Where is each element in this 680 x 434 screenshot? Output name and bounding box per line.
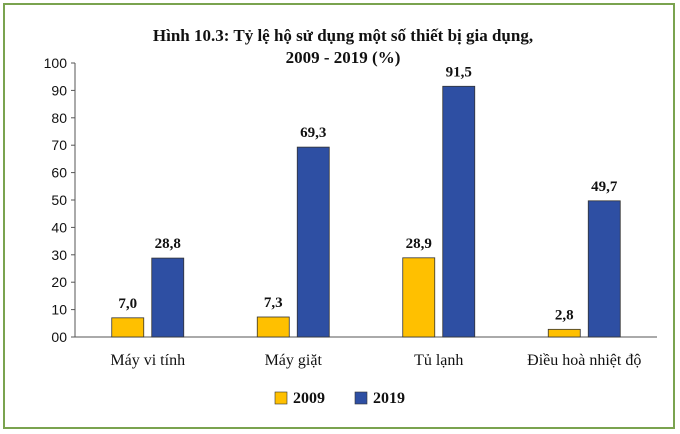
- y-tick-label: 30: [51, 247, 67, 263]
- y-tick-label: 20: [51, 274, 67, 290]
- chart-title-line1: Hình 10.3: Tỷ lệ hộ sử dụng một số thiết…: [153, 26, 533, 45]
- y-tick-label: 40: [51, 219, 67, 235]
- data-label: 28,8: [155, 236, 181, 252]
- y-tick-label: 60: [51, 165, 67, 181]
- bar-2019-3: [587, 200, 621, 338]
- y-tick-label: 100: [44, 55, 68, 71]
- y-tick-label: 90: [51, 82, 67, 98]
- data-label: 69,3: [300, 125, 326, 141]
- bar-2019-2: [442, 85, 476, 338]
- plot-area: 00 10 20 30 40 50 60 70 80 90 100 7,0 28,8 Máy vi tín…: [44, 55, 657, 369]
- legend-label: 2019: [373, 390, 405, 407]
- y-tick-label: 50: [51, 192, 67, 208]
- bar-2009-3: [547, 328, 581, 338]
- data-label: 91,5: [446, 64, 472, 80]
- legend-swatch-2009: [274, 391, 288, 405]
- bar-2009-1: [256, 316, 290, 338]
- chart-frame: Hình 10.3: Tỷ lệ hộ sử dụng một số thiết…: [3, 3, 675, 429]
- category-label: Tủ lạnh: [414, 352, 463, 369]
- y-tick-label: 00: [51, 329, 67, 345]
- data-label: 2,8: [555, 307, 574, 323]
- chart-title-line2: 2009 - 2019 (%): [286, 48, 401, 67]
- bar-2019-1: [296, 146, 330, 338]
- legend-label: 2009: [293, 390, 325, 407]
- bar-2019-0: [151, 257, 185, 338]
- data-label: 7,3: [264, 295, 283, 311]
- bar-chart: Hình 10.3: Tỷ lệ hộ sử dụng một số thiết…: [44, 26, 657, 407]
- category-label: Máy vi tính: [110, 352, 185, 369]
- bar-2009-0: [111, 317, 145, 338]
- y-tick-label: 70: [51, 137, 67, 153]
- legend: 2009 2019: [274, 390, 405, 407]
- data-label: 49,7: [591, 179, 618, 195]
- category-label: Máy giặt: [265, 352, 323, 369]
- y-tick-label: 10: [51, 302, 67, 318]
- legend-swatch-2019: [354, 391, 368, 405]
- data-label: 28,9: [406, 236, 432, 252]
- y-tick-label: 80: [51, 110, 67, 126]
- data-label: 7,0: [118, 296, 137, 312]
- bar-2009-2: [402, 257, 436, 338]
- category-label: Điều hoà nhiệt độ: [527, 352, 641, 369]
